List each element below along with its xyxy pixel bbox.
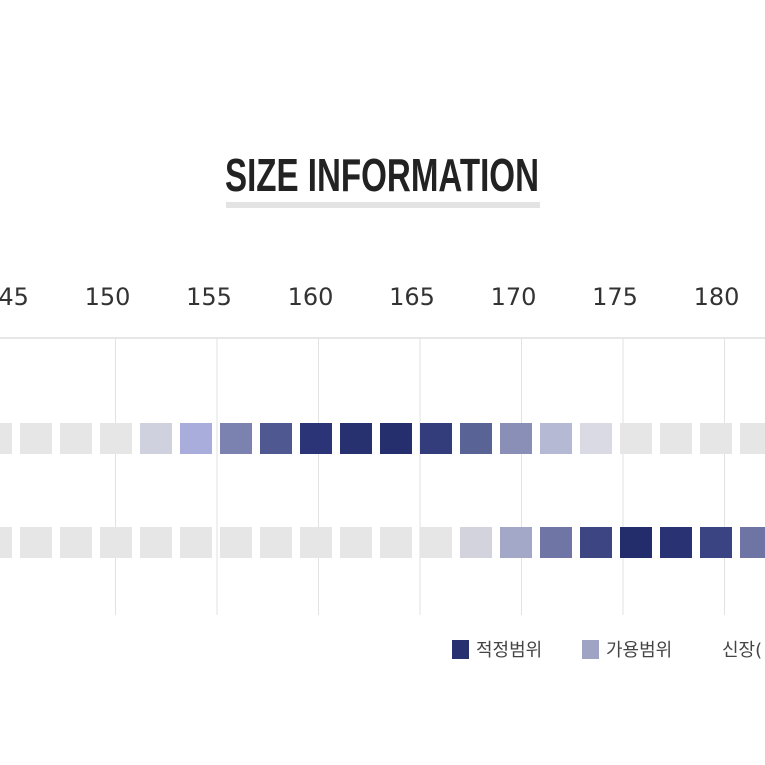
fit-cell [700,423,732,454]
column-label: 170 [491,283,537,311]
fit-cell [660,423,692,454]
fit-cell [500,423,532,454]
fit-cell [300,527,332,558]
column-label: 145 [0,283,29,311]
column-label: 160 [288,283,334,311]
fit-cell [100,527,132,558]
fit-cell [380,423,412,454]
fit-cell [0,423,12,454]
column-label: 165 [389,283,435,311]
legend-swatch [582,640,599,659]
fit-cell [740,423,765,454]
fit-cell [140,423,172,454]
fit-cell [300,423,332,454]
legend-swatch [452,640,469,659]
fit-cell [420,527,452,558]
fit-cell [180,423,212,454]
fit-cell [380,527,412,558]
fit-cell [140,527,172,558]
fit-cell [340,423,372,454]
fit-cell [220,527,252,558]
fit-cell [540,527,572,558]
legend-label: 적정범위 [476,640,542,661]
fit-cell [620,527,652,558]
column-label: 180 [694,283,740,311]
fit-cell [0,527,12,558]
fit-cell [420,423,452,454]
fit-cell [260,527,292,558]
fit-cell [260,423,292,454]
fit-cell [460,423,492,454]
fit-cell [20,527,52,558]
column-label: 150 [85,283,131,311]
column-label: 155 [186,283,232,311]
column-label: 175 [592,283,638,311]
fit-cell [180,527,212,558]
fit-cell [100,423,132,454]
fit-cell [700,527,732,558]
legend-label: 가용범위 [606,640,672,661]
fit-cell [740,527,765,558]
fit-cell [540,423,572,454]
fit-cell [220,423,252,454]
title-underline [226,202,540,208]
fit-cell [500,527,532,558]
fit-cell [60,423,92,454]
fit-cell [660,527,692,558]
fit-cell [20,423,52,454]
title: SIZE INFORMATION [225,151,539,201]
fit-cell [60,527,92,558]
fit-cell [580,527,612,558]
fit-cell [580,423,612,454]
fit-cell [340,527,372,558]
fit-cell [620,423,652,454]
fit-cell [460,527,492,558]
legend-label: 신장( [722,640,762,661]
